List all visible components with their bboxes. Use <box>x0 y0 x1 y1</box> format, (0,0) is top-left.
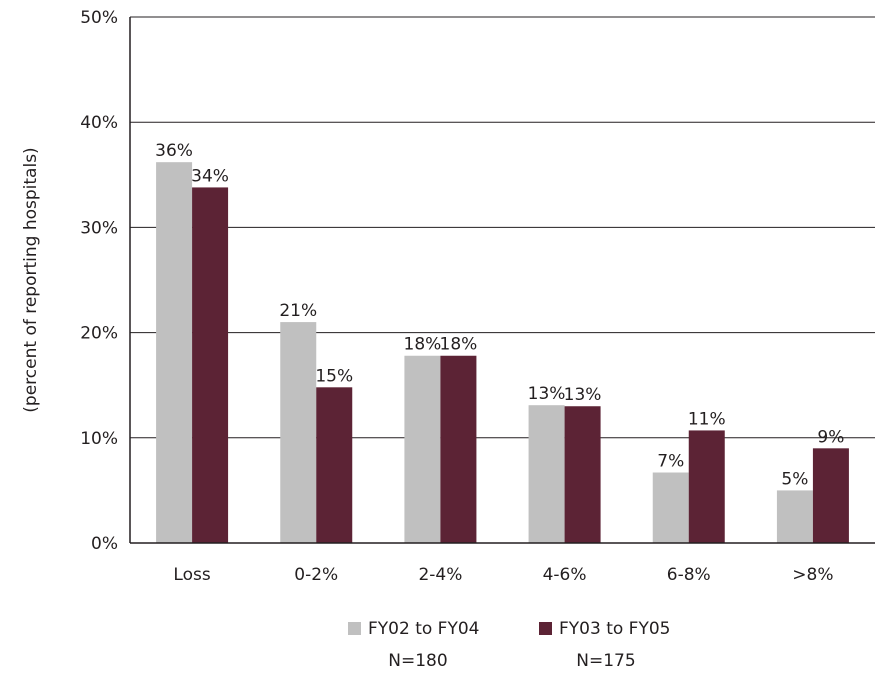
data-label: 7% <box>657 452 684 472</box>
data-label: 13% <box>528 384 566 404</box>
bars <box>156 162 849 543</box>
legend-swatch <box>539 622 552 635</box>
x-tick-label: 0-2% <box>294 565 338 585</box>
x-tick-label: 2-4% <box>418 565 462 585</box>
legend-sample-size: N=180 <box>388 651 447 670</box>
data-label: 15% <box>315 366 353 386</box>
bar-fy03-fy05 <box>812 448 849 543</box>
bar-fy02-fy04 <box>404 355 441 543</box>
legend-label: FY02 to FY04 <box>368 619 479 639</box>
y-tick-label: 40% <box>80 113 118 133</box>
data-label: 13% <box>564 385 602 405</box>
bar-fy03-fy05 <box>440 355 477 543</box>
bar-fy03-fy05 <box>316 387 353 543</box>
x-tick-label: 4-6% <box>543 565 587 585</box>
axes: 0% 10% 20% 30% 40% 50% Loss 0-2% 2-4% 4-6% 6-8% >8% <box>80 8 875 585</box>
y-tick-label: 20% <box>80 324 118 344</box>
data-label: 11% <box>688 409 726 429</box>
y-axis-title: (percent of reporting hospitals) <box>21 147 41 412</box>
legend: FY02 to FY04 N=180 FY03 to FY05 N=175 <box>348 619 670 671</box>
data-label: 18% <box>404 335 442 355</box>
bar-fy02-fy04 <box>652 472 689 543</box>
bar-fy02-fy04 <box>156 162 193 543</box>
bar-fy02-fy04 <box>280 322 317 543</box>
data-label: 21% <box>279 301 317 321</box>
x-tick-label: 6-8% <box>667 565 711 585</box>
bar-fy03-fy05 <box>688 430 725 543</box>
y-tick-label: 0% <box>91 534 118 554</box>
y-tick-label: 30% <box>80 218 118 238</box>
bar-fy02-fy04 <box>528 405 565 543</box>
data-label: 9% <box>817 427 844 447</box>
data-labels: 36% 34% 21% 15% 18%18% 13%13% 7% 11% 5% 9% <box>155 141 844 489</box>
bar-fy03-fy05 <box>192 187 229 543</box>
data-label: 34% <box>191 166 229 186</box>
legend-swatch <box>348 622 361 635</box>
bar-fy03-fy05 <box>564 406 601 543</box>
legend-label: FY03 to FY05 <box>559 619 670 639</box>
x-tick-label: Loss <box>173 565 210 585</box>
y-tick-label: 50% <box>80 8 118 28</box>
legend-sample-size: N=175 <box>576 651 635 670</box>
data-label: 36% <box>155 141 193 161</box>
data-label: 18% <box>440 335 478 355</box>
x-tick-label: >8% <box>792 565 833 585</box>
gridlines <box>130 16 875 439</box>
y-tick-label: 10% <box>80 429 118 449</box>
data-label: 5% <box>781 469 808 489</box>
bar-fy02-fy04 <box>776 490 813 543</box>
